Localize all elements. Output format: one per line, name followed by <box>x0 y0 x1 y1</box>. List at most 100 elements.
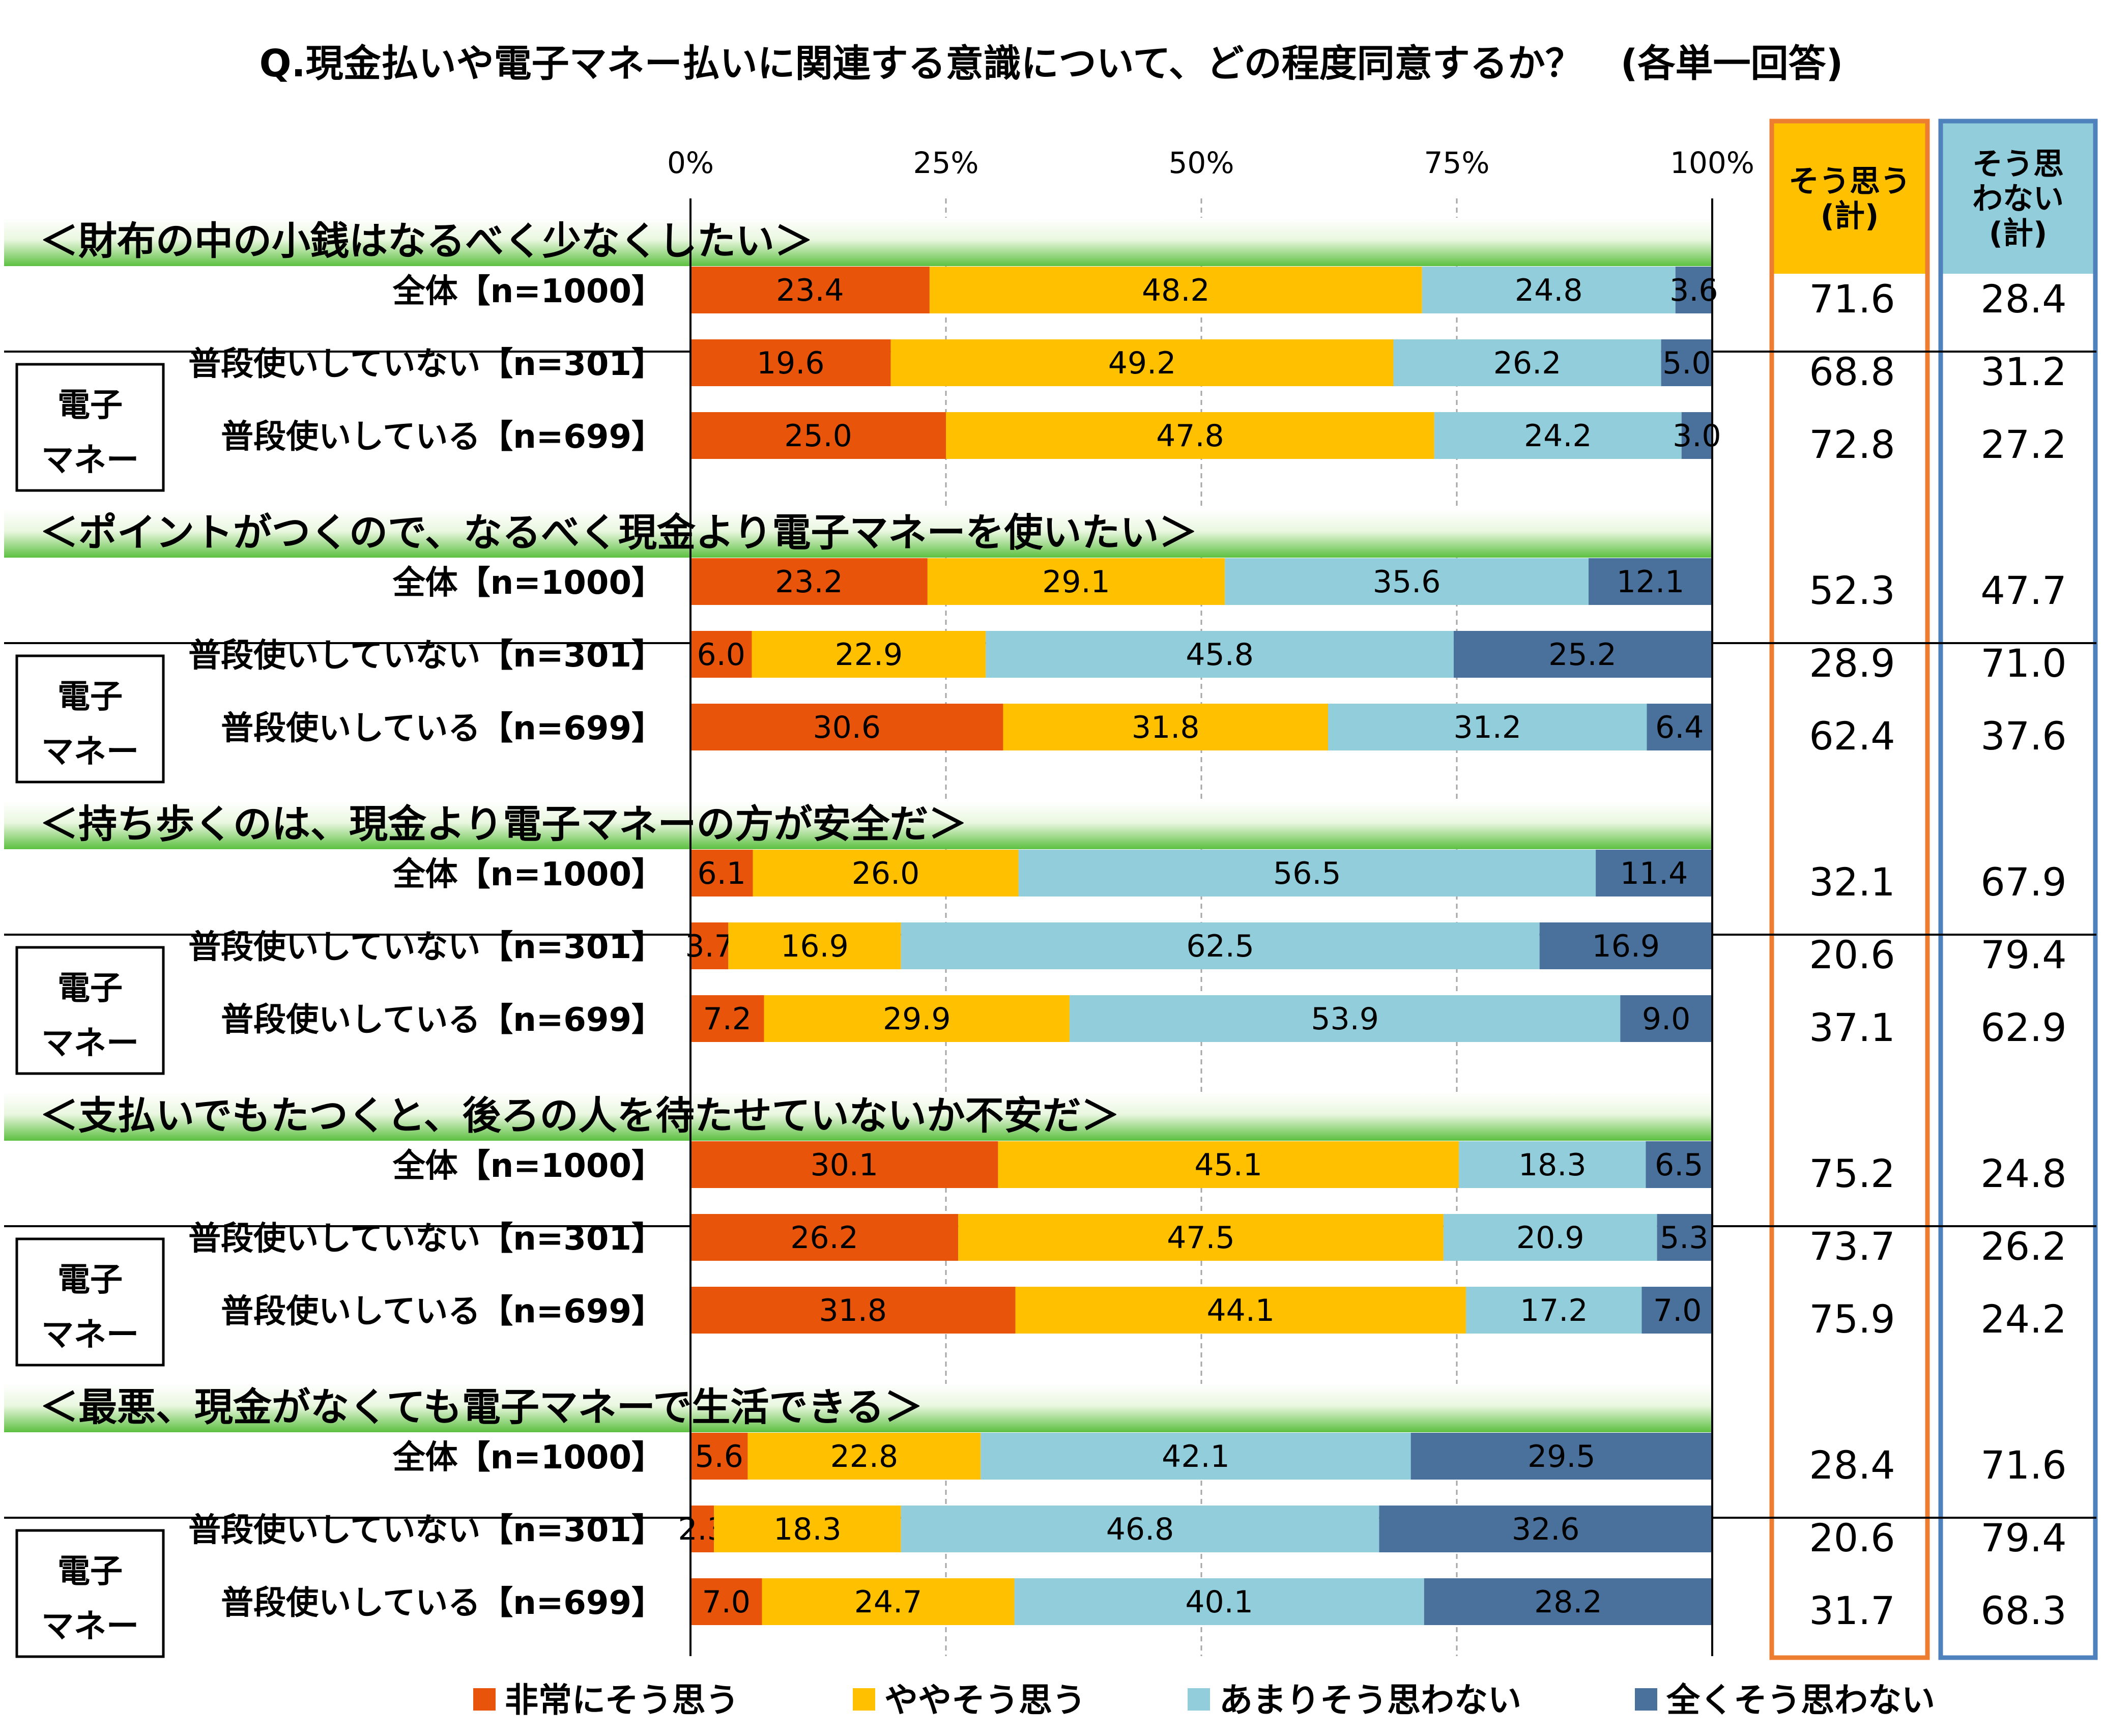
group-label-2-2: マネー <box>41 733 139 771</box>
bar-value-label-2-2-2: 22.9 <box>835 637 903 673</box>
bar-value-label-1-1-4: 3.6 <box>1669 273 1718 308</box>
row-label-4-1: 全体【n=1000】 <box>392 1147 664 1185</box>
bar-value-label-3-2-3: 62.5 <box>1186 929 1254 964</box>
bar-segment-1-2-4 <box>1661 339 1712 386</box>
bar-segment-3-3-4 <box>1620 995 1712 1042</box>
bar-value-label-4-1-3: 18.3 <box>1518 1147 1587 1183</box>
bar-segment-5-3-2 <box>762 1578 1015 1625</box>
legend-swatch-1 <box>473 1688 496 1711</box>
disagree-total-3-3: 62.9 <box>1980 1005 2066 1050</box>
disagree-total-3-2: 79.4 <box>1980 932 2066 977</box>
agree-total-3-2: 20.6 <box>1809 932 1895 977</box>
bar-segment-2-3-4 <box>1647 704 1712 750</box>
bar-value-label-5-3-1: 7.0 <box>702 1584 751 1620</box>
row-label-4-3: 普段使いしている【n=699】 <box>221 1293 664 1330</box>
bar-value-label-5-3-2: 24.7 <box>854 1584 923 1620</box>
row-label-4-2: 普段使いしていない【n=301】 <box>188 1220 664 1258</box>
bar-segment-1-1-4 <box>1675 267 1712 313</box>
section-title-5: ＜最悪、現金がなくても電子マネーで生活できる＞ <box>40 1384 923 1430</box>
disagree-total-3-1: 67.9 <box>1980 859 2066 905</box>
bar-segment-5-2-2 <box>714 1506 901 1552</box>
group-label-2-1: 電子 <box>57 678 123 716</box>
bar-value-label-1-3-2: 47.8 <box>1156 418 1224 454</box>
bar-value-label-5-3-4: 28.2 <box>1534 1584 1602 1620</box>
legend-swatch-2 <box>853 1688 875 1711</box>
chart-title: Q.現金払いや電子マネー払いに関連する意識について、どの程度同意するか？ (各単… <box>260 42 1843 85</box>
agree-total-4-3: 75.9 <box>1809 1296 1895 1342</box>
bar-segment-3-2-3 <box>901 922 1540 969</box>
bar-segment-5-2-4 <box>1379 1506 1712 1552</box>
bar-segment-4-1-2 <box>998 1141 1459 1188</box>
bar-segment-3-3-2 <box>764 995 1070 1042</box>
agree-total-3-3: 37.1 <box>1809 1005 1895 1050</box>
agree-total-3-1: 32.1 <box>1809 859 1895 905</box>
group-box-4 <box>15 1237 165 1367</box>
bar-segment-5-3-1 <box>690 1578 762 1625</box>
bar-segment-2-2-1 <box>690 631 752 678</box>
bar-value-label-3-1-4: 11.4 <box>1620 856 1688 891</box>
bar-value-label-2-1-1: 23.2 <box>775 564 843 600</box>
bar-value-label-5-1-3: 42.1 <box>1162 1439 1230 1474</box>
bar-value-label-1-1-2: 48.2 <box>1142 273 1210 308</box>
bar-segment-4-3-2 <box>1015 1287 1466 1334</box>
bar-value-label-5-1-1: 5.6 <box>695 1439 743 1474</box>
x-tick-label-5: 100% <box>1670 146 1754 180</box>
disagree-total-4-2: 26.2 <box>1980 1224 2066 1269</box>
bar-segment-2-2-4 <box>1453 631 1711 678</box>
bar-segment-2-1-3 <box>1225 558 1589 605</box>
bar-value-label-2-3-2: 31.8 <box>1132 710 1200 745</box>
group-box-2 <box>15 654 165 784</box>
row-label-3-2: 普段使いしていない【n=301】 <box>188 929 664 966</box>
bar-value-label-4-3-4: 7.0 <box>1653 1293 1702 1328</box>
disagree-total-2-3: 37.6 <box>1980 713 2066 759</box>
section-title-4: ＜支払いでもたつくと、後ろの人を待たせていないか不安だ＞ <box>40 1093 1120 1138</box>
bar-segment-1-1-1 <box>690 267 930 313</box>
bar-value-label-2-2-3: 45.8 <box>1186 637 1254 673</box>
bar-segment-3-1-4 <box>1596 850 1712 896</box>
bar-value-label-4-2-1: 26.2 <box>790 1220 858 1256</box>
bar-segment-3-1-2 <box>753 850 1019 896</box>
bar-segment-4-2-4 <box>1657 1214 1711 1261</box>
bar-segment-5-1-2 <box>747 1433 981 1480</box>
bar-segment-5-3-4 <box>1424 1578 1712 1625</box>
bar-segment-1-3-3 <box>1434 412 1682 459</box>
bar-segment-1-1-3 <box>1422 267 1676 313</box>
agree-total-1-1: 71.6 <box>1809 276 1895 322</box>
bar-value-label-1-2-2: 49.2 <box>1108 345 1176 381</box>
disagree-total-1-2: 31.2 <box>1980 349 2066 394</box>
bar-segment-3-3-3 <box>1069 995 1621 1042</box>
bar-segment-3-1-3 <box>1018 850 1596 896</box>
agree-total-5-3: 31.7 <box>1809 1588 1895 1633</box>
agree-total-4-1: 75.2 <box>1809 1151 1895 1196</box>
bar-value-label-3-3-4: 9.0 <box>1642 1001 1690 1037</box>
disagree-total-4-3: 24.2 <box>1980 1296 2066 1342</box>
section-title-1: ＜財布の中の小銭はなるべく少なくしたい＞ <box>40 218 813 264</box>
bar-segment-4-1-3 <box>1459 1141 1646 1188</box>
summary-header-bg-2 <box>1942 122 2094 274</box>
section-title-3: ＜持ち歩くのは、現金より電子マネーの方が安全だ＞ <box>40 801 967 847</box>
bar-value-label-3-2-4: 16.9 <box>1592 929 1660 964</box>
x-tick-label-4: 75% <box>1424 146 1490 180</box>
summary-header-label-2-3: (計) <box>1989 216 2048 251</box>
row-label-2-1: 全体【n=1000】 <box>392 564 664 602</box>
summary-column-frame-1 <box>1769 119 1930 1660</box>
bar-segment-2-3-3 <box>1328 704 1647 750</box>
legend-swatch-4 <box>1635 1688 1657 1711</box>
row-label-1-2: 普段使いしていない【n=301】 <box>188 345 664 383</box>
x-tick-label-2: 25% <box>913 146 979 180</box>
group-label-5-2: マネー <box>41 1608 139 1645</box>
bar-value-label-1-1-3: 24.8 <box>1515 273 1583 308</box>
row-label-3-1: 全体【n=1000】 <box>392 856 664 893</box>
bar-segment-3-2-1 <box>690 922 729 969</box>
bar-value-label-2-1-4: 12.1 <box>1617 564 1685 600</box>
bar-segment-4-2-1 <box>690 1214 959 1261</box>
bar-value-label-5-2-4: 32.6 <box>1512 1512 1580 1547</box>
bar-value-label-4-2-3: 20.9 <box>1516 1220 1585 1256</box>
bar-value-label-1-2-1: 19.6 <box>757 345 825 381</box>
row-label-3-3: 普段使いしている【n=699】 <box>221 1001 664 1039</box>
row-label-1-3: 普段使いしている【n=699】 <box>221 418 664 456</box>
agree-total-1-2: 68.8 <box>1809 349 1895 394</box>
bar-value-label-5-3-3: 40.1 <box>1185 1584 1253 1620</box>
agree-total-5-2: 20.6 <box>1809 1515 1895 1560</box>
bar-segment-3-2-4 <box>1539 922 1712 969</box>
